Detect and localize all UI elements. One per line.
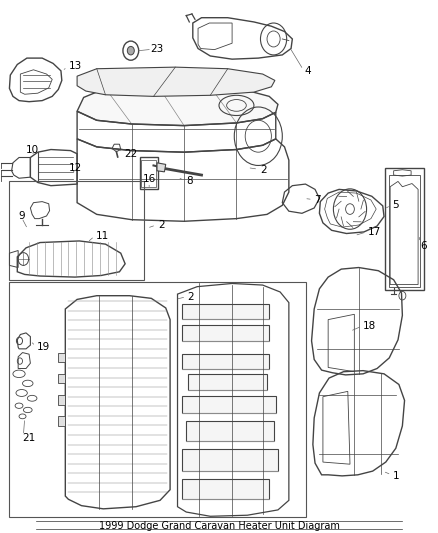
Text: 22: 22	[124, 149, 137, 159]
Polygon shape	[58, 395, 65, 405]
Text: 19: 19	[36, 342, 50, 352]
Bar	[140, 157, 158, 189]
Bar	[182, 325, 269, 341]
Text: 23: 23	[150, 44, 164, 53]
Text: 12: 12	[68, 163, 81, 173]
Bar	[9, 282, 306, 518]
Bar	[186, 421, 274, 441]
Text: 9: 9	[18, 211, 25, 221]
Text: 17: 17	[367, 227, 381, 237]
Text: 13: 13	[68, 61, 81, 71]
Polygon shape	[77, 86, 278, 126]
Bar	[182, 449, 278, 471]
Text: 1: 1	[393, 471, 399, 481]
Text: 16: 16	[142, 174, 156, 184]
Bar	[188, 374, 267, 390]
Text: 4: 4	[304, 66, 311, 76]
Bar	[182, 395, 276, 413]
Bar	[389, 175, 420, 287]
Polygon shape	[58, 416, 65, 426]
Bar	[182, 479, 269, 499]
Text: 18: 18	[363, 321, 376, 331]
Text: 1999 Dodge Grand Caravan Heater Unit Diagram: 1999 Dodge Grand Caravan Heater Unit Dia…	[99, 521, 339, 531]
Bar	[182, 353, 269, 368]
Text: 21: 21	[22, 433, 36, 442]
Polygon shape	[58, 374, 65, 383]
Text: 10: 10	[26, 144, 39, 155]
Text: 5: 5	[392, 200, 399, 211]
Text: 6: 6	[421, 241, 427, 251]
Bar	[141, 159, 156, 187]
Polygon shape	[77, 67, 275, 96]
Text: 8: 8	[186, 176, 193, 187]
Bar	[9, 181, 144, 280]
Circle shape	[127, 46, 134, 55]
Polygon shape	[58, 352, 65, 362]
Text: 2: 2	[158, 220, 165, 230]
Polygon shape	[157, 163, 166, 172]
Text: 2: 2	[261, 165, 267, 175]
Bar	[182, 304, 269, 319]
Bar	[385, 168, 424, 290]
Text: 2: 2	[187, 292, 194, 302]
Text: 7: 7	[314, 195, 321, 205]
Text: 11: 11	[96, 231, 109, 240]
